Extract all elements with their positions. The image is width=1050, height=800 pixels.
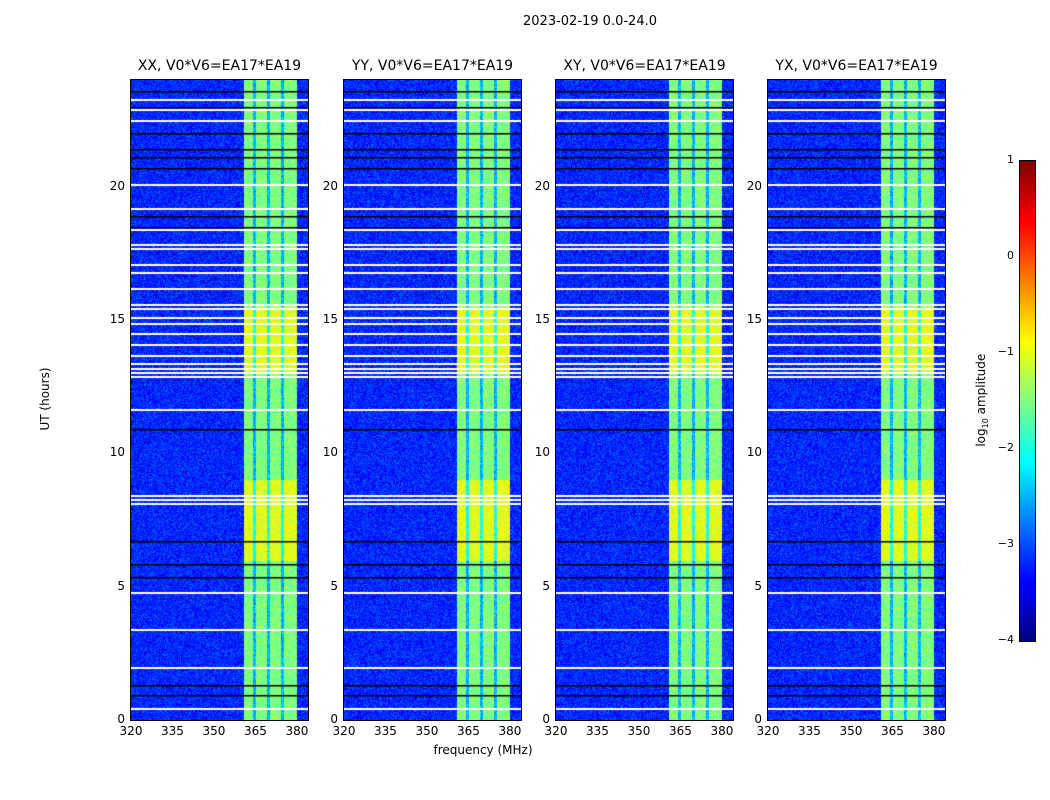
colorbar-tick-label: −2 [997, 441, 1014, 454]
spectrogram-image [768, 80, 945, 720]
spectrogram-image [556, 80, 733, 720]
colorbar [1019, 160, 1036, 642]
x-tick-label: 365 [457, 724, 480, 738]
y-tick-label: 15 [322, 312, 338, 326]
y-tick-label: 10 [746, 445, 762, 460]
x-tick-label: 380 [285, 724, 309, 738]
y-tick-label: 5 [330, 578, 338, 593]
x-tick-label: 350 [839, 724, 863, 738]
y-tick-label: 10 [322, 445, 338, 460]
x-tick-label: 335 [161, 724, 184, 738]
y-tick-label: 5 [542, 578, 550, 593]
x-tick-label: 350 [627, 724, 651, 738]
colorbar-tick-label: −4 [997, 633, 1014, 646]
x-tick-label: 365 [244, 724, 267, 738]
colorbar-tick-label: −3 [997, 537, 1014, 550]
x-tick-label: 380 [710, 724, 734, 738]
y-tick-label: 15 [109, 312, 125, 326]
panel-title: XY, V0*V6=EA17*EA19 [563, 58, 726, 74]
spectrogram-panel-3: YX, V0*V6=EA17*EA19 320 335 350 365 380 0 5 10 15… [747, 58, 946, 738]
x-tick-label: 320 [332, 724, 356, 738]
y-tick-label: 20 [322, 178, 338, 193]
colorbar-tick-label: 0 [1007, 249, 1014, 262]
x-tick-label: 350 [415, 724, 439, 738]
panel-title: YX, V0*V6=EA17*EA19 [775, 58, 938, 74]
colorbar-tick-label: 1 [1007, 153, 1014, 166]
x-tick-label: 320 [119, 724, 143, 738]
colorbar-tick-label: −1 [997, 345, 1014, 358]
spectrogram-image [131, 80, 308, 720]
x-tick-label: 350 [202, 724, 226, 738]
colorbar-label: log10 amplitude [973, 353, 991, 447]
y-tick-label: 10 [109, 445, 125, 460]
spectrogram-panel-1: YY, V0*V6=EA17*EA19 320 335 350 365 380 0 5 10 15… [323, 58, 522, 738]
panel-title: XX, V0*V6=EA17*EA19 [137, 58, 302, 74]
x-tick-label: 365 [669, 724, 692, 738]
x-tick-label: 320 [544, 724, 568, 738]
x-tick-label: 335 [374, 724, 397, 738]
figure-title: 2023-02-19 0.0-24.0 [523, 14, 657, 29]
y-tick-label: 5 [117, 578, 125, 593]
y-tick-label: 0 [754, 712, 762, 726]
y-tick-label: 5 [754, 578, 762, 593]
y-tick-label: 0 [330, 712, 338, 726]
x-tick-label: 335 [798, 724, 821, 738]
spectrogram-panel-0: XX, V0*V6=EA17*EA19 320 335 350 365 380 0 5 10 15… [110, 58, 309, 738]
y-tick-label: 20 [109, 178, 125, 193]
x-tick-label: 320 [756, 724, 780, 738]
y-tick-label: 15 [746, 312, 762, 326]
y-tick-label: 0 [117, 712, 125, 726]
x-tick-label: 335 [586, 724, 609, 738]
y-axis-label: UT (hours) [38, 367, 52, 431]
y-tick-label: 15 [534, 312, 550, 326]
x-tick-label: 365 [881, 724, 904, 738]
panel-title: YY, V0*V6=EA17*EA19 [351, 58, 514, 74]
y-tick-label: 0 [542, 712, 550, 726]
x-axis-label: frequency (MHz) [433, 743, 533, 757]
x-tick-label: 380 [498, 724, 522, 738]
x-tick-label: 380 [922, 724, 946, 738]
spectrogram-image [344, 80, 521, 720]
y-tick-label: 20 [746, 178, 762, 193]
y-tick-label: 20 [534, 178, 550, 193]
y-tick-label: 10 [534, 445, 550, 460]
spectrogram-panel-2: XY, V0*V6=EA17*EA19 320 335 350 365 380 0 5 10 15… [535, 58, 734, 738]
